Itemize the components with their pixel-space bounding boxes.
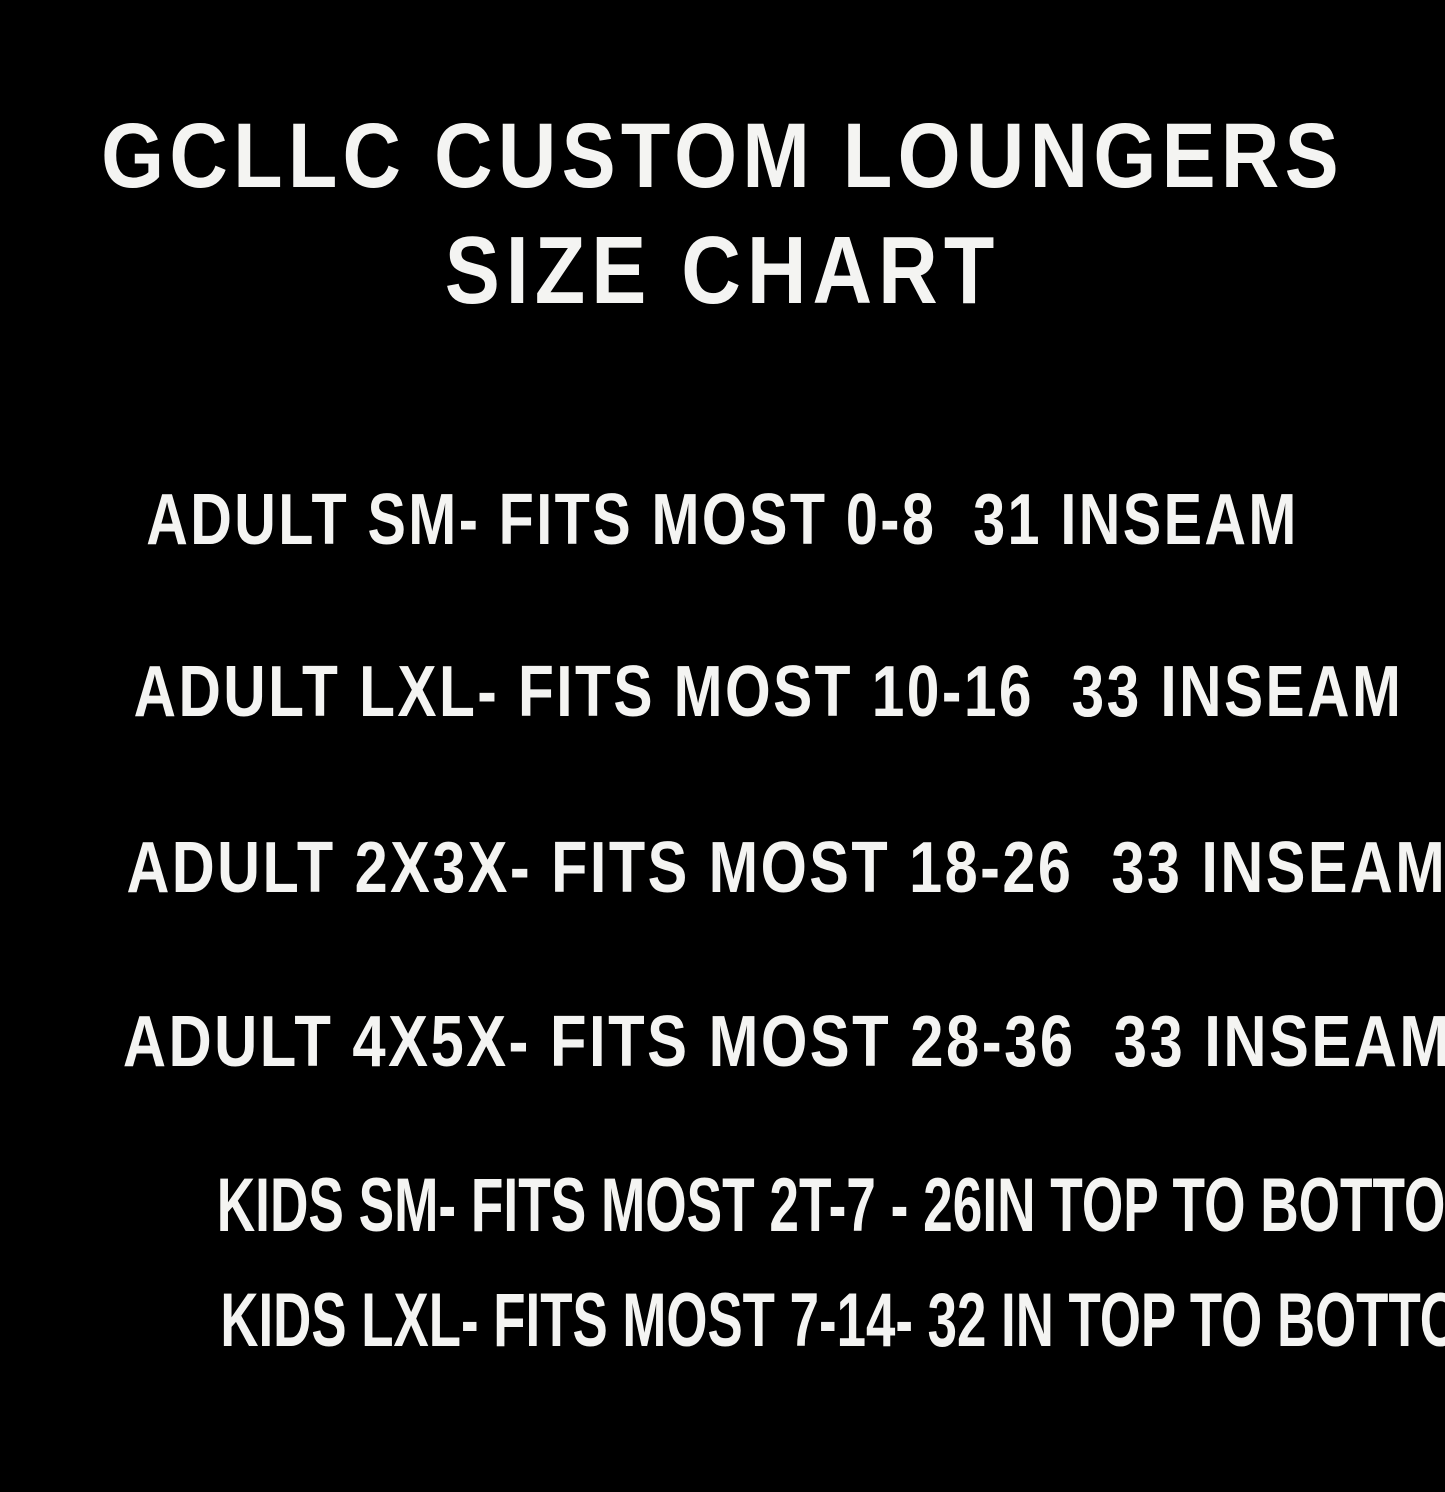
size-row-kids-lxl: KIDS LXL- FITS MOST 7-14- 32 IN TOP TO B… bbox=[220, 1278, 1445, 1363]
size-row-adult-lxl: ADULT LXL- FITS MOST 10-16 33 INSEAM bbox=[133, 652, 1404, 732]
page-title-line-1: GCLLC CUSTOM LOUNGERS bbox=[101, 105, 1344, 207]
size-row-adult-2x3x: ADULT 2X3X- FITS MOST 18-26 33 INSEAM bbox=[126, 828, 1445, 908]
size-row-adult-sm: ADULT SM- FITS MOST 0-8 31 INSEAM bbox=[146, 480, 1299, 560]
page-title-line-2: SIZE CHART bbox=[444, 217, 1001, 324]
size-row-adult-4x5x: ADULT 4X5X- FITS MOST 28-36 33 INSEAM bbox=[122, 1002, 1445, 1082]
size-row-kids-sm: KIDS SM- FITS MOST 2T-7 - 26IN TOP TO BO… bbox=[216, 1163, 1445, 1248]
